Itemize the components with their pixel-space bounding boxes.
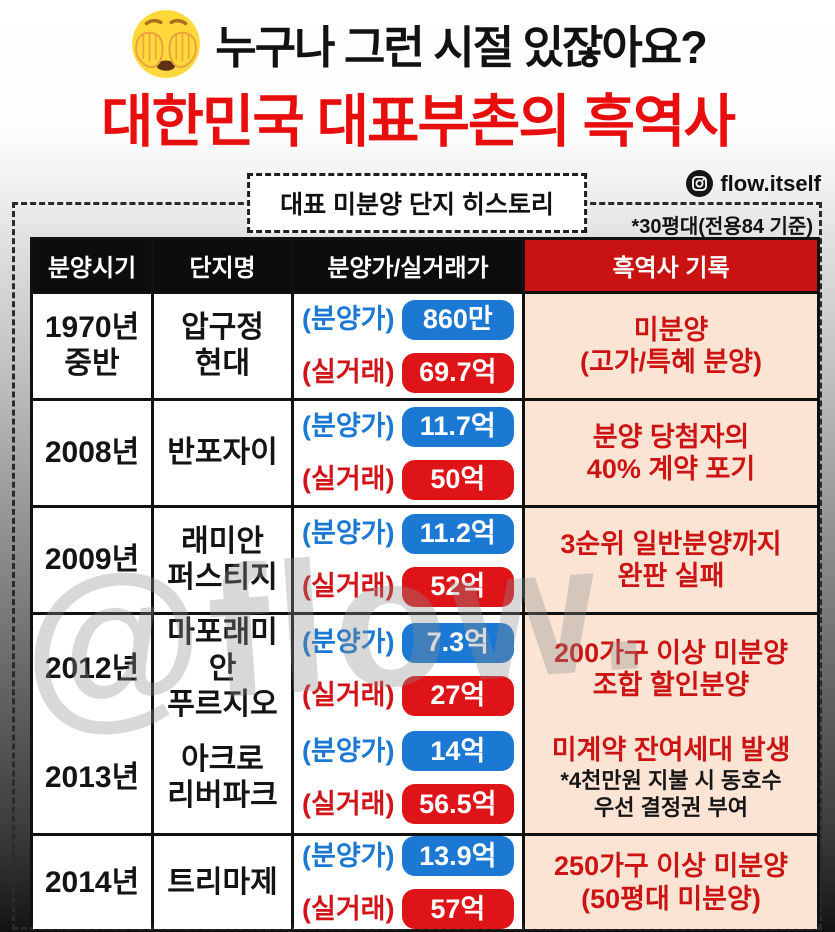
sale-price-label: (분양가) <box>302 840 395 871</box>
sale-price-label: (분양가) <box>302 735 395 766</box>
price-cell: (분양가) 11.7억 (실거래) 50억 <box>294 401 522 505</box>
sale-price-value: 7.3억 <box>401 622 514 663</box>
period-cell: 2008년 <box>33 401 151 505</box>
title-row: 누구나 그런 시절 있잖아요? <box>0 6 835 80</box>
red-subtitle: 대한민국 대표부촌의 흑역사 <box>101 90 736 154</box>
actual-price-value: 56.5억 <box>401 784 514 824</box>
sale-price-label: (분양가) <box>302 518 395 549</box>
table-panel: 대표 미분양 단지 히스토리 *30평대(전용84 기준) 분양시기 단지명 분… <box>12 173 822 930</box>
table-row: 1970년 중반 압구정 현대 (분양가) 860만 (실거래) 69.7억 미분양 (고가… <box>33 294 817 398</box>
history-text: 200가구 이상 미분양 조합 할인분양 <box>554 637 788 700</box>
history-cell: 250가구 이상 미분양 (50평대 미분양) <box>525 836 817 929</box>
actual-price-value: 27억 <box>401 675 514 716</box>
sale-price-value: 11.2억 <box>401 513 514 554</box>
instagram-handle: flow.itself <box>720 170 821 196</box>
table-row: 2008년 반포자이 (분양가) 11.7억 (실거래) 50억 분양 당첨자의 40% 계… <box>33 401 817 505</box>
table-header-row: 분양시기 단지명 분양가/실거래가 흑역사 기록 <box>33 240 817 291</box>
size-note: *30평대(전용84 기준) <box>631 216 813 238</box>
history-text: 분양 당첨자의 40% 계약 포기 <box>586 421 756 484</box>
sale-price-value: 860만 <box>401 299 514 340</box>
price-cell: (분양가) 7.3억 (실거래) 27억 <box>294 615 522 723</box>
complex-name-cell: 래미안 퍼스티지 <box>154 508 291 612</box>
sale-price-line: (분양가) 860만 <box>294 299 522 340</box>
actual-price-line: (실거래) 27억 <box>294 675 522 716</box>
period-cell: 1970년 중반 <box>33 294 151 398</box>
table-row: 2013년 아크로 리버파크 (분양가) 14억 (실거래) 56.5억 미계약 잔여세대 … <box>33 722 817 833</box>
actual-price-line: (실거래) 50억 <box>294 459 522 500</box>
instagram-icon <box>686 170 714 197</box>
actual-price-label: (실거래) <box>302 357 395 388</box>
complex-name-cell: 아크로 리버파크 <box>154 722 291 833</box>
sale-price-line: (분양가) 11.7억 <box>294 406 522 447</box>
col-header-period: 분양시기 <box>33 240 151 291</box>
history-text: 250가구 이상 미분양 (50평대 미분양) <box>554 851 788 914</box>
complex-name-cell: 반포자이 <box>154 401 291 505</box>
table-body: 1970년 중반 압구정 현대 (분양가) 860만 (실거래) 69.7억 미분양 (고가… <box>33 294 817 929</box>
sale-price-label: (분양가) <box>302 627 395 658</box>
history-cell: 200가구 이상 미분양 조합 할인분양 <box>525 615 817 723</box>
history-cell: 미분양 (고가/특혜 분양) <box>525 294 817 398</box>
complex-name-cell: 트리마제 <box>154 836 291 929</box>
sale-price-line: (분양가) 14억 <box>294 731 522 771</box>
actual-price-value: 69.7억 <box>401 352 514 393</box>
sale-price-value: 13.9억 <box>401 836 514 876</box>
price-cell: (분양가) 860만 (실거래) 69.7억 <box>294 294 522 398</box>
sale-price-line: (분양가) 11.2억 <box>294 513 522 554</box>
price-cell: (분양가) 14억 (실거래) 56.5억 <box>294 722 522 833</box>
history-cell: 미계약 잔여세대 발생 *4천만원 지불 시 동호수 우선 결정권 부여 <box>525 722 817 833</box>
col-header-price: 분양가/실거래가 <box>294 240 522 291</box>
history-cell: 분양 당첨자의 40% 계약 포기 <box>525 401 817 505</box>
actual-price-value: 57억 <box>401 889 514 929</box>
sale-price-value: 11.7억 <box>401 406 514 447</box>
peeking-face-emoji <box>132 10 201 78</box>
actual-price-line: (실거래) 52억 <box>294 566 522 607</box>
complex-name-cell: 마포래미안 푸르지오 <box>154 615 291 723</box>
period-cell: 2009년 <box>33 508 151 612</box>
sale-price-label: (분양가) <box>302 411 395 442</box>
price-cell: (분양가) 13.9억 (실거래) 57억 <box>294 836 522 929</box>
history-text: 미분양 (고가/특혜 분양) <box>579 314 763 377</box>
main-title: 누구나 그런 시절 있잖아요? <box>215 21 707 73</box>
sale-price-label: (분양가) <box>302 304 395 335</box>
actual-price-label: (실거래) <box>302 571 395 602</box>
col-header-history: 흑역사 기록 <box>525 240 817 291</box>
table-row: 2012년 마포래미안 푸르지오 (분양가) 7.3억 (실거래) 27억 200가구 이상… <box>33 615 817 723</box>
actual-price-label: (실거래) <box>302 680 395 711</box>
period-cell: 2014년 <box>33 836 151 929</box>
history-text: 3순위 일반분양까지 완판 실패 <box>560 528 782 591</box>
history-text: 미계약 잔여세대 발생 <box>551 734 791 765</box>
actual-price-line: (실거래) 57억 <box>294 889 522 929</box>
actual-price-value: 52억 <box>401 566 514 607</box>
panel-badge: 대표 미분양 단지 히스토리 <box>247 173 587 233</box>
price-cell: (분양가) 11.2억 (실거래) 52억 <box>294 508 522 612</box>
instagram-credit[interactable]: flow.itself <box>686 170 821 197</box>
period-cell: 2012년 <box>33 615 151 723</box>
actual-price-label: (실거래) <box>302 464 395 495</box>
table-row: 2009년 래미안 퍼스티지 (분양가) 11.2억 (실거래) 52억 3순위 일반분양까… <box>33 508 817 612</box>
sale-price-line: (분양가) 13.9억 <box>294 836 522 876</box>
history-table: 분양시기 단지명 분양가/실거래가 흑역사 기록 1970년 중반 압구정 현대(… <box>30 237 820 929</box>
actual-price-label: (실거래) <box>302 788 395 819</box>
sale-price-line: (분양가) 7.3억 <box>294 622 522 663</box>
history-cell: 3순위 일반분양까지 완판 실패 <box>525 508 817 612</box>
complex-name-cell: 압구정 현대 <box>154 294 291 398</box>
period-cell: 2013년 <box>33 722 151 833</box>
actual-price-line: (실거래) 56.5억 <box>294 784 522 824</box>
sale-price-value: 14억 <box>401 731 514 771</box>
actual-price-label: (실거래) <box>302 893 395 924</box>
col-header-name: 단지명 <box>154 240 291 291</box>
table-row: 2014년 트리마제 (분양가) 13.9억 (실거래) 57억 250가구 이상 미분양 … <box>33 836 817 929</box>
history-note: *4천만원 지불 시 동호수 우선 결정권 부여 <box>560 768 782 820</box>
actual-price-value: 50억 <box>401 459 514 500</box>
actual-price-line: (실거래) 69.7억 <box>294 352 522 393</box>
